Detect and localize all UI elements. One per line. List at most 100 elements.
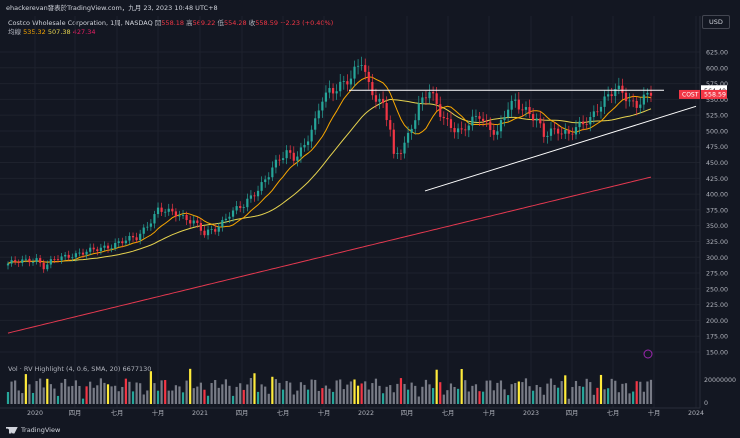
candle-body: [49, 259, 52, 265]
candle-body: [60, 256, 63, 261]
author-line: ehackerevan發表於TradingView.com，九月 23, 202…: [6, 4, 218, 12]
volume-bar: [274, 379, 278, 404]
x-tick-label: 2021: [192, 410, 208, 417]
ma-long-line: [7, 176, 652, 334]
volume-bar: [535, 384, 538, 404]
volume-bar: [67, 386, 70, 404]
candle-body: [278, 159, 281, 161]
volume-bar: [242, 389, 245, 404]
candle-body: [585, 124, 588, 126]
candle-body: [328, 88, 331, 93]
y-tick-label: 475.00: [706, 144, 728, 151]
volume-bar: [399, 378, 403, 404]
volume-bar: [124, 378, 127, 404]
volume-bar: [71, 385, 74, 404]
volume-bar: [596, 387, 599, 404]
candle-body: [503, 117, 506, 121]
candle-body: [542, 123, 545, 137]
volume-bar: [553, 384, 556, 404]
volume-bar: [164, 380, 167, 404]
volume-bar: [374, 378, 378, 404]
candle-body: [560, 133, 563, 135]
volume-bar: [17, 390, 20, 404]
candle-body: [360, 65, 363, 66]
candle-body: [303, 144, 306, 148]
volume-indicator-label[interactable]: Vol · RV Highlight (4, 0.6, SMA, 20): [8, 365, 121, 373]
candle-body: [385, 103, 388, 121]
volume-bar: [310, 379, 313, 404]
volume-bar: [549, 378, 553, 404]
candle-body: [128, 235, 131, 241]
resistance-price-tag: [701, 85, 727, 96]
volume-bar: [624, 383, 628, 404]
volume-bar: [153, 383, 156, 404]
volume-bar: [214, 380, 217, 404]
candle-body: [342, 81, 345, 82]
volume-bar: [574, 380, 578, 404]
volume-bar: [367, 389, 370, 404]
candle-body: [549, 128, 553, 136]
volume-bar: [542, 394, 545, 404]
volume-bar: [635, 381, 638, 404]
volume-axis-zero: 0: [704, 400, 708, 407]
y-tick-label: 450.00: [706, 160, 728, 167]
candle-body: [39, 258, 42, 263]
volume-bar: [171, 390, 174, 404]
volume-bar: [503, 389, 506, 404]
currency-button[interactable]: USD: [702, 15, 730, 29]
volume-bar: [56, 395, 60, 404]
volume-bar: [424, 379, 428, 404]
symbol-name[interactable]: Costco Wholesale Corporation, 1周, NASDAQ: [8, 19, 153, 27]
candle-body: [614, 89, 617, 97]
candle-body: [478, 116, 481, 119]
volume-bar: [489, 380, 492, 404]
candle-body: [367, 71, 370, 83]
candle-body: [507, 109, 510, 118]
candle-body: [292, 152, 295, 161]
candle-body: [17, 261, 20, 263]
candle-body: [324, 92, 328, 102]
ma-label[interactable]: 均線: [8, 28, 21, 36]
candle-body: [21, 259, 24, 263]
support-trend-line: [424, 105, 697, 192]
candle-body: [496, 131, 499, 135]
volume-bar: [253, 373, 256, 404]
volume-bar: [189, 368, 192, 404]
candle-body: [624, 92, 628, 102]
volume-bar: [582, 386, 585, 404]
volume-bar: [53, 388, 56, 404]
candle-body: [457, 128, 460, 133]
volume-bar: [457, 388, 460, 404]
candle-body: [14, 260, 17, 262]
volume-bar: [353, 379, 356, 404]
volume-bar: [178, 386, 181, 404]
candle-body: [321, 101, 324, 111]
candle-body: [378, 98, 381, 102]
candle-body: [353, 66, 356, 79]
volume-bar: [567, 398, 570, 404]
candle-body: [617, 85, 620, 90]
y-tick-label: 175.00: [706, 334, 728, 341]
candle-body: [339, 81, 342, 92]
candle-body: [474, 116, 478, 117]
candle-body: [314, 118, 317, 130]
volume-bar: [106, 384, 110, 404]
candle-body: [449, 119, 453, 128]
volume-bar: [203, 389, 206, 404]
volume-bar: [110, 386, 113, 404]
candle-body: [231, 210, 235, 217]
candle-body: [35, 258, 38, 262]
candle-body: [599, 106, 603, 112]
footer-brand[interactable]: TradingView: [6, 426, 60, 434]
low-label: 低: [217, 19, 224, 27]
volume-bar: [231, 395, 235, 404]
x-tick-label: 2024: [688, 410, 704, 417]
candle-body: [431, 92, 435, 94]
volume-bar: [614, 380, 617, 404]
candle-body: [271, 167, 274, 178]
candle-body: [571, 133, 574, 135]
candle-body: [553, 128, 556, 130]
candle-body: [356, 65, 360, 67]
volume-bar: [35, 381, 38, 404]
candle-body: [74, 253, 77, 258]
